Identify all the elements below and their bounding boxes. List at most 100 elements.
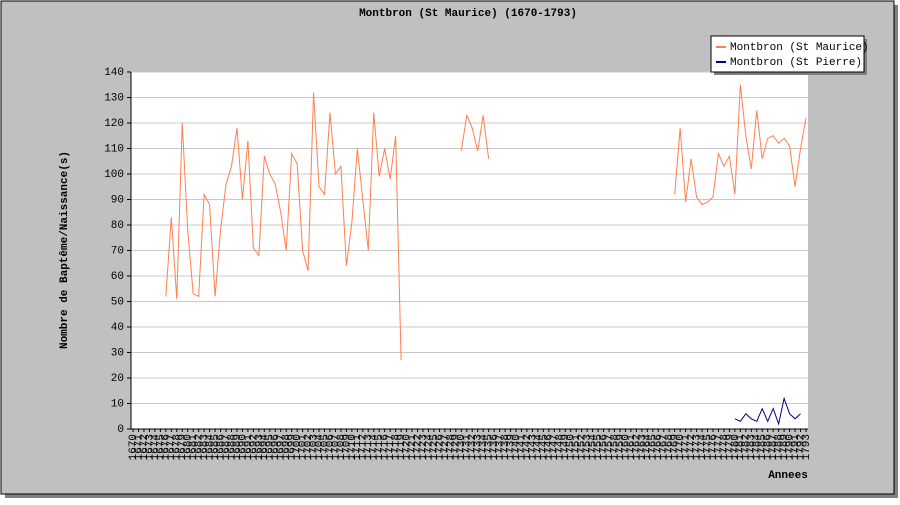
x-tick-label: 1720 (401, 434, 413, 460)
x-tick-label: 1758 (609, 434, 621, 460)
legend-label: Montbron (St Pierre) (730, 57, 862, 69)
x-tick-label: 1734 (478, 434, 490, 461)
x-tick-label: 1768 (664, 434, 676, 460)
x-tick-label: 1732 (467, 434, 479, 460)
x-tick-label: 1674 (150, 434, 162, 461)
y-tick-label: 120 (104, 118, 124, 130)
x-tick-label: 1722 (412, 434, 424, 460)
x-tick-label: 1712 (358, 434, 370, 460)
y-tick-label: 80 (111, 220, 124, 232)
legend-label: Montbron (St Maurice) (730, 42, 869, 54)
x-tick-label: 1721 (407, 434, 419, 461)
x-tick-label: 1716 (380, 434, 392, 460)
x-tick-label: 1740 (511, 434, 523, 460)
x-tick-label: 1763 (637, 434, 649, 460)
x-tick-label: 1767 (659, 434, 671, 460)
x-tick-label: 1719 (396, 434, 408, 460)
y-tick-label: 100 (104, 169, 124, 181)
x-tick-label: 1745 (538, 434, 550, 460)
x-tick-label: 1742 (522, 434, 534, 460)
x-tick-label: 1746 (544, 434, 556, 460)
series-line (734, 396, 801, 426)
y-tick-label: 30 (111, 347, 124, 359)
x-tick-label: 1676 (161, 434, 173, 460)
x-tick-label: 1755 (593, 434, 605, 460)
x-tick-label: 1707 (330, 434, 342, 460)
x-tick-label: 1690 (237, 434, 249, 460)
x-tick-label: 1754 (588, 434, 600, 461)
y-tick-label: 70 (111, 245, 124, 257)
x-tick-label: 1683 (199, 434, 211, 460)
x-tick-label: 1682 (194, 434, 206, 460)
x-tick-label: 1788 (774, 434, 786, 460)
x-tick-label: 1713 (363, 434, 375, 460)
x-tick-label: 1715 (374, 434, 386, 460)
x-tick-label: 1776 (708, 434, 720, 460)
x-tick-label: 1778 (719, 434, 731, 460)
x-tick-label: 1737 (494, 434, 506, 460)
x-tick-label: 1718 (391, 434, 403, 460)
x-tick-label: 1789 (779, 434, 791, 460)
x-tick-label: 1673 (144, 434, 156, 460)
x-tick-label: 1703 (308, 434, 320, 460)
x-tick-label: 1772 (686, 434, 698, 460)
legend (710, 35, 865, 73)
x-tick-label: 1681 (188, 434, 200, 461)
x-tick-label: 1708 (336, 434, 348, 460)
x-tick-label: 1723 (418, 434, 430, 460)
x-tick-label: 1774 (697, 434, 709, 461)
x-tick-label: 1782 (741, 434, 753, 460)
y-tick-label: 0 (117, 424, 124, 436)
x-tick-label: 1684 (205, 434, 217, 461)
x-tick-label: 1692 (248, 434, 260, 460)
x-tick-label: 1753 (582, 434, 594, 460)
x-tick-label: 1705 (319, 434, 331, 460)
y-tick-label: 90 (111, 194, 124, 206)
x-tick-label: 1670 (128, 434, 140, 460)
x-tick-label: 1749 (560, 434, 572, 460)
x-tick-label: 1702 (303, 434, 315, 460)
x-tick-label: 1729 (451, 434, 463, 460)
x-tick-label: 1757 (604, 434, 616, 460)
x-tick-label: 1785 (757, 434, 769, 460)
x-tick-label: 1784 (752, 434, 764, 461)
x-tick-label: 1725 (429, 434, 441, 460)
x-tick-label: 1773 (691, 434, 703, 460)
x-tick-label: 1786 (763, 434, 775, 460)
x-tick-label: 1748 (555, 434, 567, 460)
x-tick-label: 1761 (626, 434, 638, 461)
x-tick-label: 1704 (314, 434, 326, 461)
x-tick-label: 1769 (670, 434, 682, 460)
x-tick-label: 1751 (571, 434, 583, 461)
x-tick-label: 1727 (440, 434, 452, 460)
x-tick-label: 1701 (298, 434, 310, 461)
x-tick-label: 1694 (259, 434, 271, 461)
x-tick-label: 1770 (675, 434, 687, 460)
y-tick-label: 20 (111, 373, 124, 385)
x-tick-label: 1771 (681, 434, 693, 461)
y-tick-label: 140 (104, 67, 124, 79)
x-tick-label: 1672 (139, 434, 151, 460)
x-tick-label: 1759 (615, 434, 627, 460)
x-tick-label: 1779 (724, 434, 736, 460)
x-tick-label: 1678 (172, 434, 184, 460)
x-tick-label: 1728 (445, 434, 457, 460)
x-tick-label: 1693 (254, 434, 266, 460)
x-tick-label: 1700 (292, 434, 304, 460)
x-tick-label: 1731 (462, 434, 474, 461)
x-tick-label: 1675 (155, 434, 167, 460)
x-tick-label: 1710 (347, 434, 359, 460)
x-axis-label: Annees (768, 470, 808, 482)
x-tick-label: 1743 (527, 434, 539, 460)
x-tick-label: 1739 (505, 434, 517, 460)
x-tick-label: 1677 (166, 434, 178, 460)
x-tick-label: 1697 (276, 434, 288, 460)
x-tick-label: 1766 (653, 434, 665, 460)
x-tick-label: 1698 (281, 434, 293, 460)
y-axis-label: Nombre de Baptême/Naissance(s) (59, 151, 71, 349)
x-tick-label: 1780 (730, 434, 742, 460)
x-tick-label: 1764 (642, 434, 654, 461)
x-tick-label: 1736 (489, 434, 501, 460)
x-tick-label: 1730 (456, 434, 468, 460)
